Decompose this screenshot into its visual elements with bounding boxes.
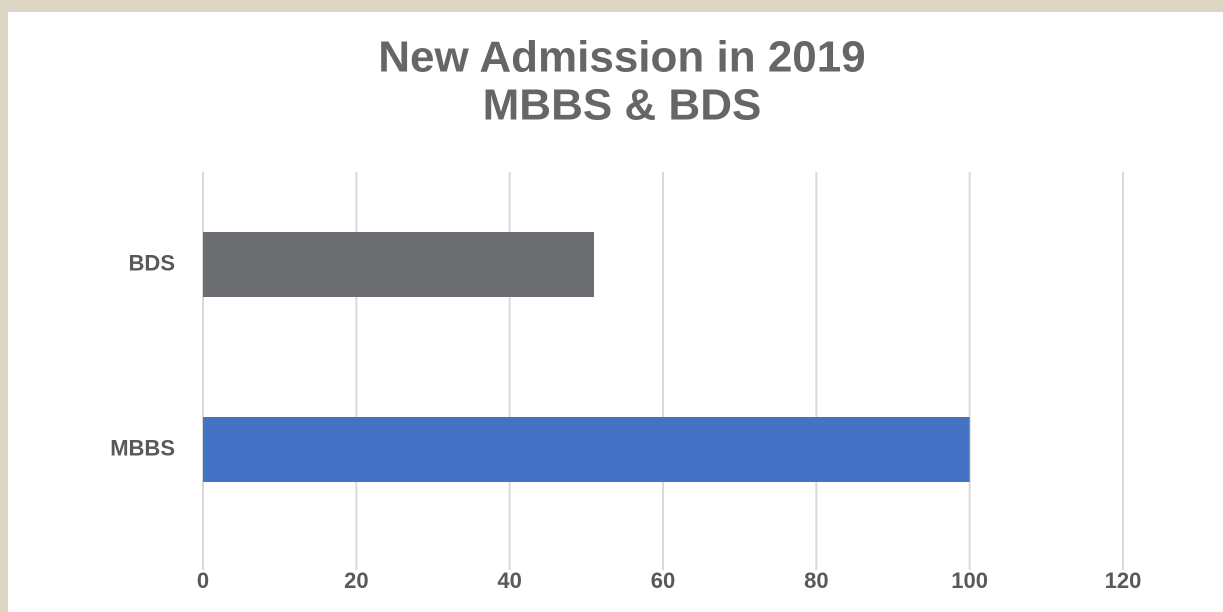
x-tick-label: 120: [1105, 568, 1142, 593]
x-tick-label: 0: [197, 568, 209, 593]
bar: [203, 232, 594, 297]
x-tick-label: 20: [344, 568, 368, 593]
chart-panel: [8, 12, 1223, 612]
x-tick-label: 100: [951, 568, 988, 593]
y-tick-label: BDS: [129, 250, 175, 275]
chart-title: MBBS & BDS: [483, 81, 762, 130]
x-tick-label: 80: [804, 568, 828, 593]
x-tick-label: 40: [497, 568, 521, 593]
chart-title: New Admission in 2019: [378, 33, 865, 82]
x-tick-label: 60: [651, 568, 675, 593]
y-tick-label: MBBS: [110, 435, 175, 460]
bar: [203, 417, 970, 482]
